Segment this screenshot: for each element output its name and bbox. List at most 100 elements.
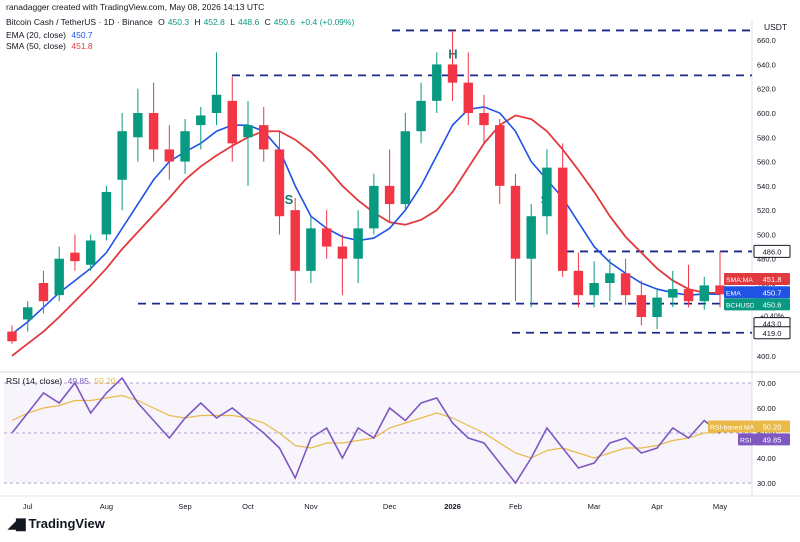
- candle-body: [369, 185, 379, 229]
- ohlc-open: 450.3: [167, 17, 190, 27]
- rsi-tag-value-box: [754, 433, 790, 446]
- candle-body: [384, 185, 395, 205]
- rsi-y-tick-label: 70.00: [757, 379, 776, 388]
- y-tick-label: 620.0: [757, 85, 776, 94]
- candle-body: [400, 131, 411, 205]
- candle-body: [54, 258, 64, 296]
- price-tag-label: 443.0: [763, 320, 782, 329]
- candle-body: [133, 113, 143, 138]
- rsi-tag-name: RSI: [740, 437, 751, 444]
- y-tick-label: 660.0: [757, 36, 776, 45]
- price-tag-change: +0.40%: [760, 313, 784, 320]
- currency-text: USDT: [764, 22, 788, 32]
- candle-body: [101, 191, 112, 235]
- candle-body: [463, 82, 473, 113]
- ohlc-l-label: L: [230, 17, 235, 27]
- price-tag-name: BCHUSDT: [726, 302, 759, 309]
- price-tag-box: [753, 326, 791, 340]
- y-tick-label: 640.0: [757, 60, 776, 69]
- price-tag-value-box: [754, 272, 790, 285]
- candle-body: [668, 289, 678, 298]
- x-tick-label: Mar: [588, 502, 601, 511]
- x-tick-label: Aug: [100, 502, 113, 511]
- rsi-tag-value-box: [754, 420, 790, 433]
- credit-text: ranadagger created with TradingView.com,…: [6, 2, 265, 12]
- candle-body: [557, 167, 568, 271]
- candle-body: [432, 64, 442, 101]
- price-tag-label: 486.0: [763, 247, 782, 256]
- x-tick-label: Jul: [23, 502, 33, 511]
- x-tick-label: Dec: [383, 502, 397, 511]
- candle-body: [196, 115, 206, 126]
- x-tick-label: 2026: [444, 502, 461, 511]
- y-tick-label: 500.0: [757, 230, 776, 239]
- candle-body: [117, 131, 127, 180]
- candle-body: [683, 289, 694, 302]
- y-tick-label: 580.0: [757, 133, 776, 142]
- ema-legend-row[interactable]: EMA (20, close) 450.7: [6, 30, 96, 40]
- candle-body: [605, 273, 615, 283]
- x-tick-label: Feb: [509, 502, 522, 511]
- candle-body: [447, 64, 458, 83]
- candle-body: [227, 100, 237, 144]
- x-tick-label: May: [713, 502, 727, 511]
- ema-legend-value: 450.7: [71, 30, 93, 40]
- candle-body: [542, 167, 552, 217]
- sma-legend-row[interactable]: SMA (50, close) 451.8: [6, 41, 96, 51]
- candle-body: [620, 273, 631, 296]
- rsi-tag-value: 50.20: [763, 423, 782, 432]
- ohlc-h-label: H: [194, 17, 201, 27]
- candle-body: [274, 149, 285, 217]
- rsi-y-tick-label: 60.00: [757, 404, 776, 413]
- ema-legend-label: EMA (20, close): [6, 30, 66, 40]
- rsi-line: [11, 376, 721, 485]
- ohlc-change: +0.4 (+0.09%): [300, 17, 355, 27]
- rsi-y-tick-label: 40.00: [757, 454, 776, 463]
- price-tag: 486.0: [753, 244, 791, 258]
- rsi-price-tag: RSI-based MA 50.20: [708, 420, 790, 433]
- rsi-ma-line: [11, 394, 721, 459]
- y-tick-label: 600.0: [757, 109, 776, 118]
- rsi-legend-row[interactable]: RSI (14, close) 49.85 50.20: [6, 376, 119, 386]
- x-tick-label: Oct: [242, 502, 255, 511]
- candle-body: [290, 210, 300, 271]
- candle-body: [164, 149, 175, 162]
- rsi-legend-label: RSI (14, close): [6, 376, 63, 386]
- tradingview-brand[interactable]: ◢▇ TradingView: [8, 516, 105, 531]
- candle-body: [416, 100, 426, 132]
- candle-body: [652, 297, 662, 317]
- candle-body: [495, 125, 505, 186]
- candle-body: [211, 94, 222, 113]
- price-tag-value: 451.8: [763, 275, 782, 284]
- candle-body: [38, 283, 49, 302]
- price-tag-value-box: [754, 298, 790, 311]
- rsi-tag-name: RSI-based MA: [710, 425, 755, 432]
- candle-body: [589, 283, 599, 296]
- x-tick-label: Sep: [178, 502, 191, 511]
- symbol-title[interactable]: Bitcoin Cash / TetherUS · 1D · Binance: [6, 17, 153, 27]
- price-tag-value: 450.7: [763, 288, 782, 297]
- candle-body: [180, 131, 190, 162]
- candle-body: [243, 125, 253, 138]
- y-tick-label: 480.0: [757, 255, 776, 264]
- currency-label: USDT: [764, 22, 790, 32]
- rsi-y-tick-label: 30.00: [757, 479, 776, 488]
- rsi-ma-legend-value: 50.20: [94, 376, 116, 386]
- ohlc-low: 448.6: [237, 17, 260, 27]
- candle-body: [636, 295, 647, 317]
- price-tag: 419.0: [753, 326, 791, 340]
- y-tick-label: 540.0: [757, 182, 776, 191]
- price-tag-name: SMA:MA: [726, 277, 753, 284]
- candle-body: [699, 285, 709, 302]
- candle-body: [7, 331, 17, 342]
- rsi-price-tag: RSI 49.85: [738, 433, 790, 446]
- candle-body: [85, 240, 96, 265]
- header-symbol-row: Bitcoin Cash / TetherUS · 1D · Binance O…: [6, 17, 357, 27]
- candle-body: [479, 113, 489, 126]
- rsi-tag-value: 49.85: [763, 435, 782, 444]
- candle-body: [573, 270, 584, 296]
- candle-body: [715, 285, 725, 295]
- candle-body: [259, 125, 269, 150]
